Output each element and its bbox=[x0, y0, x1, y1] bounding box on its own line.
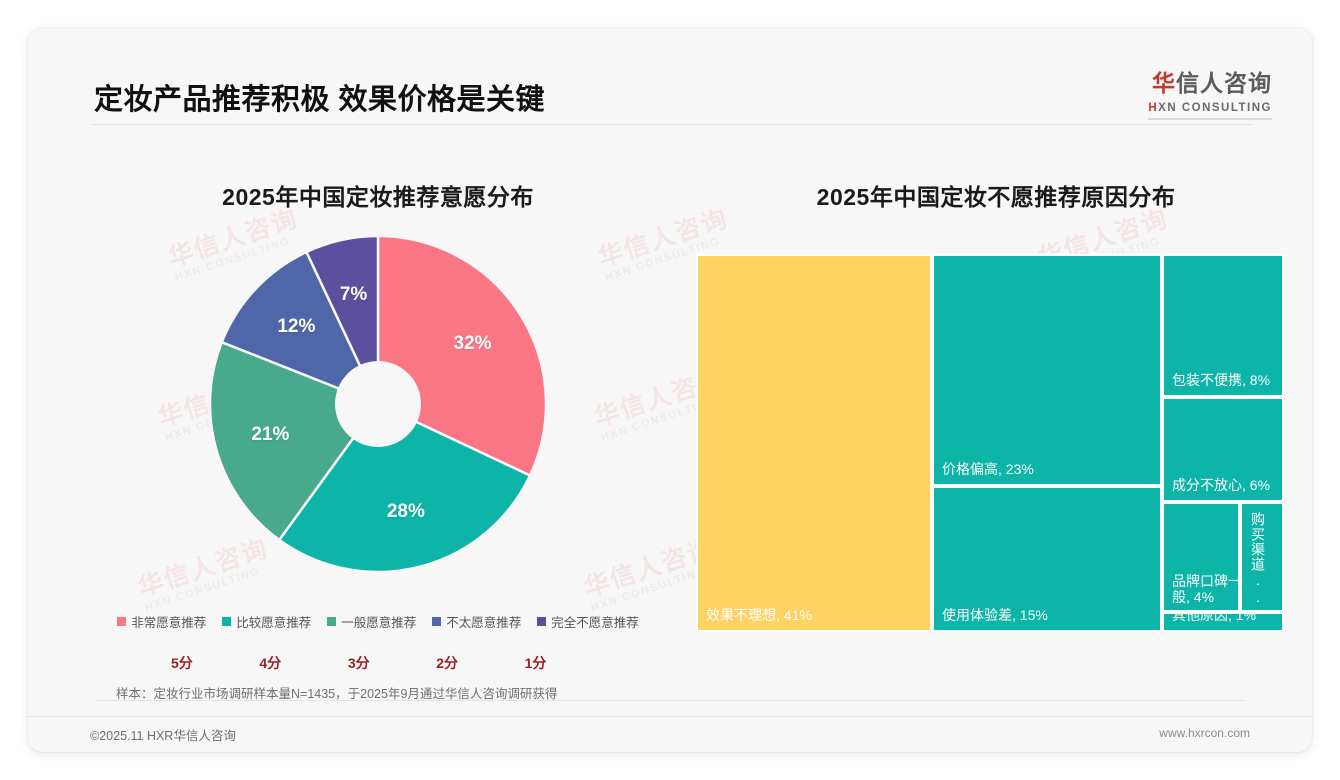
legend-swatch-icon bbox=[537, 617, 547, 626]
treemap-cell-label: 价格偏高, 23% bbox=[942, 461, 1034, 477]
legend-item-label: 一般愿意推荐 bbox=[341, 616, 417, 630]
logo-cn-rest: 信人咨询 bbox=[1176, 70, 1272, 96]
logo-accent-char: 华 bbox=[1152, 70, 1176, 96]
slide-canvas: 华信人咨询 HXN CONSULTING 华信人咨询 HXN CONSULTIN… bbox=[28, 28, 1312, 752]
treemap-chart-title: 2025年中国定妆不愿推荐原因分布 bbox=[816, 184, 1176, 210]
website-url: www.hxrcon.com bbox=[1159, 726, 1250, 740]
donut-svg bbox=[208, 234, 548, 574]
legend-swatch-icon bbox=[117, 617, 127, 626]
treemap-cell-label: 效果不理想, 41% bbox=[706, 607, 812, 623]
treemap-cell[interactable]: 成分不放心, 6% bbox=[1162, 397, 1284, 502]
donut-slice[interactable] bbox=[220, 250, 381, 407]
donut-slice[interactable] bbox=[277, 402, 532, 574]
slide-header: 定妆产品推荐积极 效果价格是关键 华信人咨询 HXN CONSULTING bbox=[28, 28, 1312, 125]
legend-item[interactable]: 比较愿意推荐 bbox=[222, 612, 311, 631]
score-label: 1分 bbox=[524, 655, 547, 671]
score-label: 2分 bbox=[436, 655, 459, 671]
donut-slice[interactable] bbox=[304, 234, 380, 405]
legend-item[interactable]: 完全不愿意推荐 bbox=[537, 612, 639, 631]
treemap-cell[interactable]: 效果不理想, 41% bbox=[696, 254, 932, 632]
page-title: 定妆产品推荐积极 效果价格是关键 bbox=[94, 84, 546, 116]
donut-slice[interactable] bbox=[376, 234, 548, 478]
logo-cn-text: 华信人咨询 bbox=[1148, 64, 1272, 98]
donut-slice-label: 21% bbox=[251, 424, 290, 446]
score-scale-row: 5分 4分 3分 2分 1分 bbox=[143, 653, 613, 673]
logo-en-accent: H bbox=[1148, 102, 1159, 114]
treemap-cell[interactable]: 价格偏高, 23% bbox=[932, 254, 1162, 486]
sample-footnote: 样本：定妆行业市场调研样本量N=1435，于2025年9月通过华信人咨询调研获得 bbox=[116, 687, 558, 701]
treemap-chart: 效果不理想, 41% 价格偏高, 23% 使用体验差, 15% 包装不便携, 8% 成分… bbox=[696, 254, 1284, 632]
legend-swatch-icon bbox=[432, 617, 442, 626]
legend-swatch-icon bbox=[327, 617, 337, 626]
donut-slice[interactable] bbox=[208, 340, 380, 542]
donut-slice-label: 32% bbox=[453, 332, 492, 354]
donut-slice-label: 7% bbox=[339, 283, 368, 305]
score-label: 4分 bbox=[259, 655, 282, 671]
treemap-cell-label: 其他原因, 1% bbox=[1172, 612, 1257, 623]
treemap-cell-label: 品牌口碑一般, 4% bbox=[1172, 572, 1240, 605]
footer-divider bbox=[28, 716, 1312, 717]
legend-item[interactable]: 非常愿意推荐 bbox=[117, 612, 206, 631]
header-divider bbox=[92, 124, 1252, 125]
treemap-cell[interactable]: 购买渠道... bbox=[1240, 502, 1284, 612]
donut-legend: 非常愿意推荐 比较愿意推荐 一般愿意推荐 不太愿意推荐 完全不愿意推荐 bbox=[68, 612, 688, 631]
legend-item-label: 比较愿意推荐 bbox=[236, 616, 312, 630]
legend-item-label: 完全不愿意推荐 bbox=[551, 616, 639, 630]
donut-chart-panel: 2025年中国定妆推荐意愿分布 32% 28% 21% 12% 7% 非常愿意推荐 比较愿… bbox=[68, 178, 688, 673]
treemap-cell[interactable]: 包装不便携, 8% bbox=[1162, 254, 1284, 397]
logo-en-text: HXN CONSULTING bbox=[1148, 102, 1272, 114]
logo-en-rest: XN CONSULTING bbox=[1158, 102, 1272, 114]
donut-slice-label: 28% bbox=[386, 501, 425, 523]
treemap-cell[interactable]: 其他原因, 1% bbox=[1162, 612, 1284, 632]
treemap-cell-label: 成分不放心, 6% bbox=[1172, 477, 1271, 493]
treemap-cell[interactable]: 使用体验差, 15% bbox=[932, 486, 1162, 632]
treemap-chart-panel: 2025年中国定妆不愿推荐原因分布 效果不理想, 41% 价格偏高, 23% 使用体… bbox=[696, 178, 1296, 632]
legend-item[interactable]: 一般愿意推荐 bbox=[327, 612, 416, 631]
treemap-cell-label: 使用体验差, 15% bbox=[942, 607, 1048, 623]
legend-item[interactable]: 不太愿意推荐 bbox=[432, 612, 521, 631]
legend-swatch-icon bbox=[222, 617, 232, 626]
score-label: 5分 bbox=[171, 655, 193, 671]
legend-item-label: 不太愿意推荐 bbox=[446, 616, 522, 630]
donut-hole bbox=[335, 361, 421, 447]
brand-logo: 华信人咨询 HXN CONSULTING bbox=[1148, 64, 1272, 120]
treemap-cell-label: 包装不便携, 8% bbox=[1172, 372, 1271, 388]
logo-underline bbox=[1148, 118, 1272, 120]
donut-slice-label: 12% bbox=[277, 316, 316, 338]
legend-item-label: 非常愿意推荐 bbox=[131, 616, 207, 630]
footnote-divider bbox=[96, 700, 1244, 701]
treemap-cell[interactable]: 品牌口碑一般, 4% bbox=[1162, 502, 1240, 612]
donut-chart-title: 2025年中国定妆推荐意愿分布 bbox=[222, 184, 534, 210]
copyright-text: ©2025.11 HXR华信人咨询 bbox=[90, 729, 236, 743]
score-label: 3分 bbox=[347, 655, 370, 671]
treemap-cell-label: 购买渠道... bbox=[1250, 512, 1266, 612]
donut-chart: 32% 28% 21% 12% 7% bbox=[98, 234, 658, 606]
